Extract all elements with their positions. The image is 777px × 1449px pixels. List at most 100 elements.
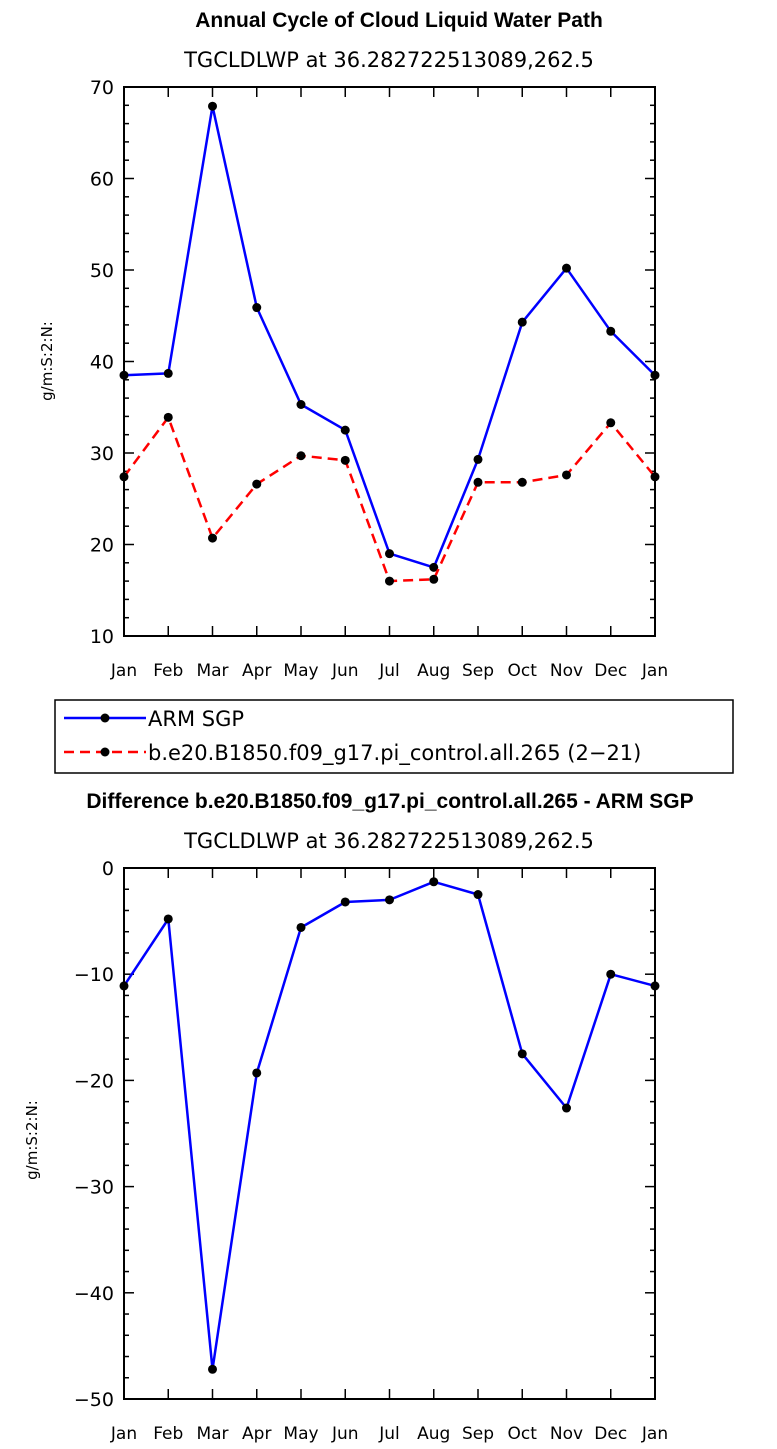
chart2-series-line-0: [122, 880, 656, 1371]
chart1-series-0-point: [650, 370, 660, 380]
chart2-subtitle: TGCLDLWP at 36.282722513089,262.5: [183, 829, 594, 853]
chart1-xtick-label: Jan: [110, 661, 137, 681]
chart2-series: [119, 877, 660, 1374]
chart1-xtick-label: Nov: [550, 661, 583, 681]
chart1-xtick-label: May: [283, 661, 318, 681]
chart2-plot-frame: [123, 867, 656, 1400]
chart2-xtick-label: Jun: [331, 1424, 359, 1444]
chart2-series-0-point: [208, 1364, 217, 1374]
chart1-xtick-label: Jul: [378, 661, 400, 681]
chart1-series-0-point: [208, 101, 217, 111]
chart1-xtick-label: Dec: [594, 661, 627, 681]
chart1-series-1-point: [650, 472, 660, 482]
chart2-xtick-label: Feb: [153, 1424, 183, 1444]
chart2-series-0-point: [473, 890, 483, 900]
chart1-series-0-point: [517, 317, 527, 327]
chart2-xtick-label: Apr: [242, 1424, 271, 1444]
chart2-title: Difference b.e20.B1850.f09_g17.pi_contro…: [86, 790, 693, 813]
chart2-xtick-label: Jul: [378, 1424, 400, 1444]
chart1-series-0-point: [606, 326, 616, 336]
chart1-ytick-label: 20: [90, 535, 114, 557]
chart1-series-0-point: [473, 454, 483, 464]
chart2-xtick-label: Aug: [417, 1424, 450, 1444]
chart1-ytick-label: 10: [90, 626, 114, 648]
chart2-axes: −50 −40 −30 −20 −10 0 Jan Feb Mar Apr May Jun Jul Aug…: [74, 858, 668, 1444]
chart2-ytick-label: −30: [74, 1177, 114, 1199]
legend: ARM SGP b.e20.B1850.f09_g17.pi_control.a…: [54, 699, 734, 774]
chart2-series-0-point: [340, 897, 350, 907]
chart2-xtick-label: Jan: [110, 1424, 137, 1444]
chart1-series-0-point: [119, 370, 129, 380]
chart1-series-0-point: [562, 263, 571, 273]
chart-difference: Difference b.e20.B1850.f09_g17.pi_contro…: [23, 790, 694, 1444]
chart2-series-0-point: [517, 1049, 527, 1059]
legend-label-arm-sgp: ARM SGP: [148, 707, 244, 731]
chart1-series-0-point: [340, 425, 350, 435]
chart2-series-0-point: [163, 914, 173, 924]
chart2-xtick-label: Jan: [641, 1424, 668, 1444]
chart1-series-1-point: [252, 479, 262, 489]
chart2-xtick-label: Oct: [508, 1424, 538, 1444]
chart1-series-1-point: [340, 455, 350, 465]
chart2-series-0-point: [119, 981, 129, 991]
chart2-ylabel: g/m:S:2:N:: [23, 1100, 41, 1180]
chart1-series-line-0: [123, 104, 656, 569]
legend-marker-model: [100, 747, 110, 757]
chart1-ylabel: g/m:S:2:N:: [38, 321, 56, 401]
chart1-series-1-point: [473, 477, 483, 487]
chart1-ytick-label: 60: [90, 169, 114, 191]
chart1-series-0-point: [296, 400, 306, 410]
chart1-series-1-point: [429, 574, 439, 584]
legend-box: [54, 699, 734, 774]
chart1-series-1-point: [606, 418, 616, 428]
chart2-series-0-point: [296, 922, 306, 932]
chart1-series-1-point: [385, 576, 394, 586]
chart-annual-cycle: Annual Cycle of Cloud Liquid Water Path …: [38, 9, 668, 681]
chart2-ytick-label: 0: [102, 858, 114, 880]
chart1-xtick-label: Aug: [417, 661, 450, 681]
chart1-series-0-point: [163, 368, 173, 378]
chart1-series-1-point: [163, 412, 173, 422]
chart2-xtick-label: Sep: [462, 1424, 494, 1444]
chart1-subtitle: TGCLDLWP at 36.282722513089,262.5: [183, 48, 594, 72]
chart1-xtick-label: Feb: [153, 661, 183, 681]
chart1-ytick-label: 50: [90, 260, 114, 282]
chart2-ytick-label: −10: [74, 964, 114, 986]
chart1-xtick-label: Oct: [508, 661, 538, 681]
chart2-ytick-label: −40: [74, 1283, 114, 1305]
chart1-series-0-point: [385, 549, 394, 559]
chart1-xtick-label: Apr: [242, 661, 271, 681]
chart2-ytick-label: −50: [74, 1389, 114, 1411]
chart1-axes: 10 20 30 40 50 60 70 Jan Feb Mar Apr May Jun Jul Aug Se…: [90, 77, 668, 681]
chart1-series: [119, 101, 660, 586]
chart2-series-0-point: [429, 877, 439, 887]
chart2-xtick-label: Mar: [196, 1424, 228, 1444]
legend-marker-arm-sgp: [100, 713, 110, 723]
chart1-ytick-label: 30: [90, 443, 114, 465]
chart2-series-0-point: [606, 969, 616, 979]
chart1-ytick-label: 70: [90, 77, 114, 99]
chart1-series-1-point: [119, 472, 129, 482]
chart1-title: Annual Cycle of Cloud Liquid Water Path: [195, 9, 603, 32]
chart1-series-0-point: [252, 303, 262, 313]
chart2-series-0-point: [650, 981, 660, 991]
chart2-ytick-label: −20: [74, 1070, 114, 1092]
chart1-series-0-point: [429, 562, 439, 572]
chart2-series-0-point: [562, 1103, 571, 1113]
legend-label-model: b.e20.B1850.f09_g17.pi_control.all.265 (…: [148, 741, 641, 766]
chart1-series-1-point: [208, 533, 217, 543]
chart1-xtick-label: Jan: [641, 661, 668, 681]
chart2-series-0-point: [385, 895, 394, 905]
chart2-xtick-label: Nov: [550, 1424, 583, 1444]
chart1-xtick-label: Sep: [462, 661, 494, 681]
chart1-xtick-label: Jun: [331, 661, 359, 681]
chart1-series-1-point: [296, 451, 306, 461]
chart2-xtick-label: May: [283, 1424, 318, 1444]
chart2-series-0-point: [252, 1068, 262, 1078]
chart2-xtick-label: Dec: [594, 1424, 627, 1444]
chart1-series-1-point: [517, 477, 527, 487]
chart1-xtick-label: Mar: [196, 661, 228, 681]
chart1-ytick-label: 40: [90, 352, 114, 374]
chart1-series-1-point: [562, 470, 571, 480]
